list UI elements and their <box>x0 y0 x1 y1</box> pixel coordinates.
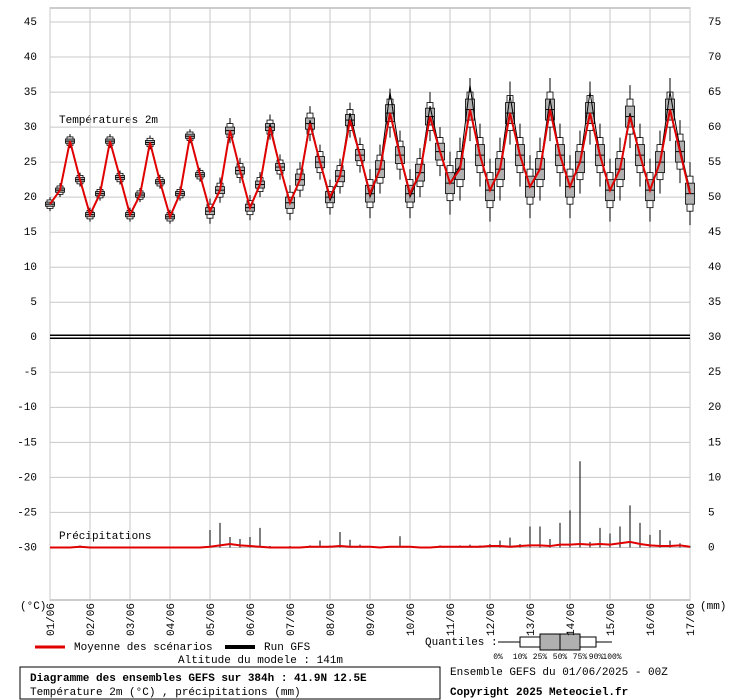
y-tick-label: -5 <box>24 367 37 379</box>
y2-tick-label: 0 <box>708 542 715 554</box>
chart-subtitle: Température 2m (°C) , précipitations (mm… <box>30 687 301 699</box>
y2-tick-label: 15 <box>708 437 721 449</box>
y2-axis-label: (mm) <box>700 601 726 613</box>
y2-tick-label: 35 <box>708 297 721 309</box>
x-tick-label: 10/06 <box>406 603 418 636</box>
y2-tick-label: 20 <box>708 402 721 414</box>
x-tick-label: 16/06 <box>646 603 658 636</box>
quantile-label: 75% <box>573 653 588 662</box>
y2-tick-label: 70 <box>708 52 721 64</box>
quantile-label: 10% <box>513 653 528 662</box>
y-tick-label: 15 <box>24 227 37 239</box>
y-tick-label: 45 <box>24 17 37 29</box>
y-axis-label: (°C) <box>20 601 46 613</box>
y2-tick-label: 55 <box>708 157 721 169</box>
y-tick-label: -10 <box>17 402 37 414</box>
quantile-label: 0% <box>493 653 503 662</box>
legend-label: Run GFS <box>264 642 311 654</box>
y2-tick-label: 30 <box>708 332 721 344</box>
x-tick-label: 03/06 <box>126 603 138 636</box>
y2-tick-label: 5 <box>708 507 715 519</box>
y-tick-label: -20 <box>17 472 37 484</box>
y-tick-label: 30 <box>24 122 37 134</box>
y-tick-label: -15 <box>17 437 37 449</box>
x-tick-label: 13/06 <box>526 603 538 636</box>
quantile-label: 90% <box>589 653 604 662</box>
x-tick-label: 05/06 <box>206 603 218 636</box>
quantile-label: 100% <box>602 653 621 662</box>
precip-mean-line <box>50 540 691 549</box>
y-tick-label: 40 <box>24 52 37 64</box>
y-tick-label: 20 <box>24 192 37 204</box>
x-tick-label: 17/06 <box>686 603 698 636</box>
y-tick-label: 5 <box>30 297 37 309</box>
x-tick-label: 11/06 <box>446 603 458 636</box>
y-tick-label: 25 <box>24 157 37 169</box>
y2-tick-label: 65 <box>708 87 721 99</box>
quantile-label: 25% <box>533 653 548 662</box>
y2-tick-label: 50 <box>708 192 721 204</box>
run-info: Ensemble GEFS du 01/06/2025 - 00Z <box>450 667 668 679</box>
x-tick-label: 12/06 <box>486 603 498 636</box>
y2-tick-label: 45 <box>708 227 721 239</box>
title-box <box>19 666 441 700</box>
y-tick-label: 10 <box>24 262 37 274</box>
y-tick-label: -30 <box>17 542 37 554</box>
y-tick-label: -25 <box>17 507 37 519</box>
y2-tick-label: 60 <box>708 122 721 134</box>
x-tick-label: 02/06 <box>86 603 98 636</box>
y2-tick-label: 75 <box>708 17 721 29</box>
x-tick-label: 04/06 <box>166 603 178 636</box>
x-tick-label: 15/06 <box>606 603 618 636</box>
chart-title: Diagramme des ensembles GEFS sur 384h : … <box>30 673 367 685</box>
x-tick-label: 01/06 <box>46 603 58 636</box>
temp-label: Températures 2m <box>59 115 158 127</box>
x-tick-label: 08/06 <box>326 603 338 636</box>
quantiles-title: Quantiles : <box>425 637 498 649</box>
x-tick-label: 09/06 <box>366 603 378 636</box>
grid <box>49 8 691 600</box>
quantile-label: 50% <box>553 653 568 662</box>
precip-label: Précipitations <box>59 531 151 543</box>
x-tick-label: 14/06 <box>566 603 578 636</box>
y-tick-label: 0 <box>30 332 37 344</box>
y-tick-label: 35 <box>24 87 37 99</box>
y2-tick-label: 10 <box>708 472 721 484</box>
x-tick-label: 06/06 <box>246 603 258 636</box>
copyright: Copyright 2025 Meteociel.fr <box>450 687 628 699</box>
x-tick-label: 07/06 <box>286 603 298 636</box>
quantile-icon <box>498 633 612 651</box>
y2-tick-label: 40 <box>708 262 721 274</box>
altitude: Altitude du modele : 141m <box>178 655 343 667</box>
legend-label: Moyenne des scénarios <box>74 642 213 654</box>
y2-tick-label: 25 <box>708 367 721 379</box>
series-line <box>49 109 691 220</box>
